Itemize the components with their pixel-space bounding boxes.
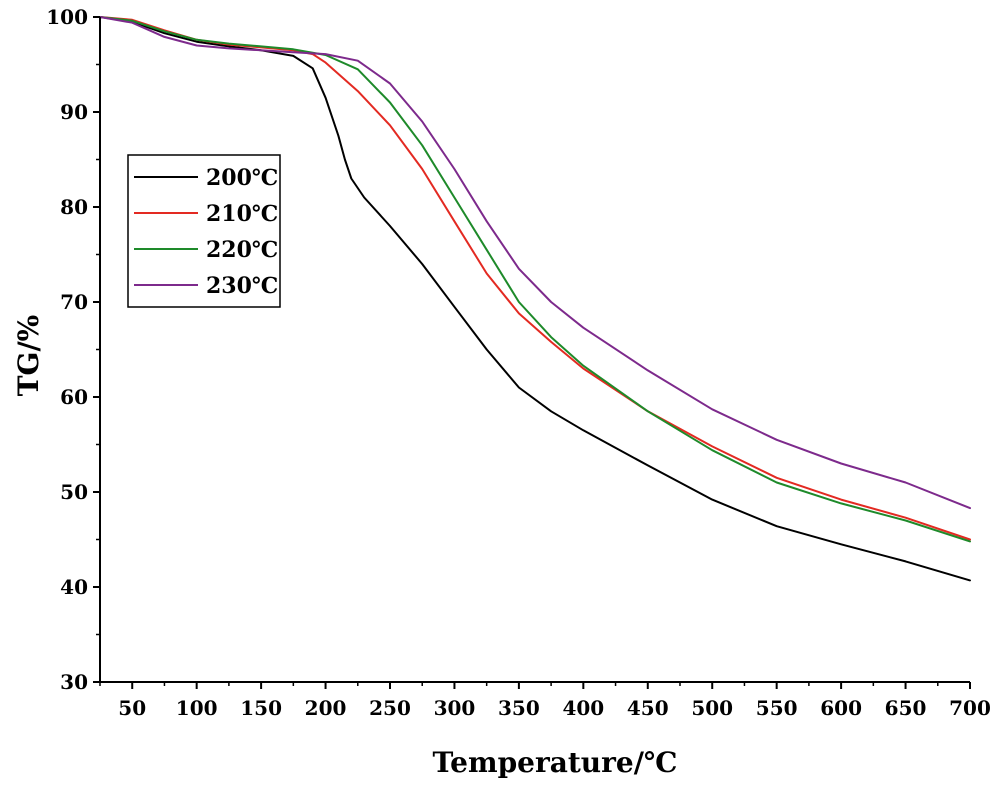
y-tick-label: 30 [60,670,88,694]
plot-area [99,16,971,582]
legend-label-2: 210℃ [206,201,278,227]
x-tick-label: 150 [240,696,282,720]
series-line-1 [99,16,971,582]
y-tick-label: 90 [60,100,88,124]
y-tick-label: 70 [60,290,88,314]
x-tick-label: 350 [498,696,540,720]
series-line-3 [99,16,971,543]
y-tick-label: 40 [60,575,88,599]
x-tick-label: 400 [562,696,604,720]
x-tick-label: 50 [118,696,146,720]
axes: 30 40 50 60 70 80 90 100 50 100 150 200 250 300 350 400… [46,5,991,720]
legend-label-4: 230℃ [206,273,278,299]
x-tick-label: 300 [434,696,476,720]
y-tick-label: 50 [60,480,88,504]
x-axis-title: Temperature/℃ [433,746,678,779]
legend: 200℃ 210℃ 220℃ 230℃ [127,154,281,308]
x-tick-label: 600 [820,696,862,720]
x-tick-label: 650 [885,696,927,720]
legend-box [127,154,281,308]
legend-label-3: 220℃ [206,237,278,263]
x-tick-label: 700 [949,696,991,720]
x-tick-label: 450 [627,696,669,720]
y-axis-title: TG/% [12,315,45,397]
y-tick-label: 100 [46,5,88,29]
x-tick-label: 100 [176,696,218,720]
x-tick-label: 200 [305,696,347,720]
series-line-4 [99,16,971,510]
y-tick-label: 60 [60,385,88,409]
x-tick-label: 500 [691,696,733,720]
x-tick-label: 550 [756,696,798,720]
x-tick-label: 250 [369,696,411,720]
legend-label-1: 200℃ [206,165,278,191]
y-tick-label: 80 [60,195,88,219]
